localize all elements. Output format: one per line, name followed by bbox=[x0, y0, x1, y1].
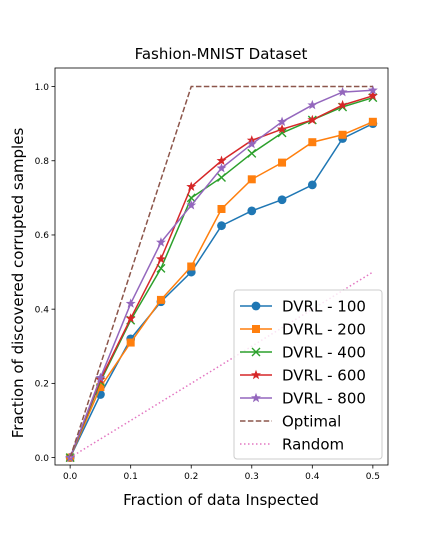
legend-item: DVRL - 400 bbox=[240, 344, 366, 362]
legend-item: DVRL - 600 bbox=[240, 367, 366, 385]
legend-item: DVRL - 200 bbox=[240, 321, 366, 339]
y-axis-title: Fraction of discovered corrupted samples bbox=[9, 128, 27, 439]
y-tick-label: 0.2 bbox=[35, 380, 49, 390]
legend-label: DVRL - 100 bbox=[282, 298, 366, 316]
legend-label: DVRL - 800 bbox=[282, 390, 366, 408]
data-point bbox=[246, 138, 257, 149]
legend-label: DVRL - 400 bbox=[282, 344, 366, 362]
data-point bbox=[217, 204, 226, 213]
data-point bbox=[307, 99, 318, 110]
x-tick-label: 0.0 bbox=[63, 472, 78, 482]
legend: DVRL - 100 DVRL - 200 DVRL - 400 DVRL - 600… bbox=[233, 289, 383, 460]
data-point bbox=[278, 158, 287, 167]
data-point bbox=[125, 313, 136, 323]
data-point bbox=[338, 130, 347, 139]
data-point bbox=[247, 175, 256, 184]
data-point bbox=[308, 138, 317, 147]
x-tick-label: 0.4 bbox=[305, 472, 320, 482]
series-line bbox=[69, 85, 373, 458]
legend-marker bbox=[251, 347, 261, 357]
legend-label: DVRL - 200 bbox=[282, 321, 366, 339]
legend-item: DVRL - 800 bbox=[240, 390, 366, 408]
y-tick-label: 0.4 bbox=[35, 305, 50, 315]
series-1 bbox=[66, 117, 377, 462]
data-point bbox=[126, 338, 135, 347]
legend-label: DVRL - 600 bbox=[282, 367, 366, 385]
legend-item: Random bbox=[240, 436, 344, 454]
legend-marker bbox=[251, 392, 261, 403]
legend-box bbox=[233, 289, 383, 460]
data-point bbox=[337, 99, 348, 110]
x-tick-label: 0.2 bbox=[184, 472, 198, 482]
y-tick-label: 0.0 bbox=[35, 454, 50, 464]
y-axis: 0.0 0.2 0.4 0.6 0.8 1.0 bbox=[35, 83, 55, 464]
legend-item: Optimal bbox=[240, 413, 341, 431]
legend-marker bbox=[251, 369, 261, 380]
x-tick-label: 0.5 bbox=[366, 472, 380, 482]
plot-area bbox=[65, 85, 378, 463]
data-point bbox=[337, 86, 348, 97]
data-point bbox=[186, 181, 197, 191]
legend-label: Optimal bbox=[282, 413, 341, 431]
data-point bbox=[217, 172, 226, 182]
data-point bbox=[156, 237, 166, 247]
data-point bbox=[367, 85, 378, 95]
data-point bbox=[367, 90, 378, 101]
data-point bbox=[277, 195, 287, 205]
legend-marker bbox=[251, 301, 261, 311]
data-point bbox=[216, 162, 227, 173]
y-tick-label: 0.6 bbox=[35, 231, 50, 241]
plot-frame bbox=[54, 67, 389, 466]
x-axis: 0.0 0.1 0.2 0.3 0.4 0.5 bbox=[63, 465, 380, 482]
legend-item: DVRL - 100 bbox=[240, 298, 366, 316]
series-4 bbox=[65, 85, 378, 462]
chart-title: Fashion-MNIST Dataset bbox=[135, 45, 308, 63]
data-point bbox=[368, 117, 377, 126]
y-tick-label: 1.0 bbox=[35, 83, 50, 93]
data-point bbox=[96, 383, 105, 392]
data-point bbox=[156, 253, 166, 264]
data-point bbox=[186, 200, 197, 210]
x-tick-label: 0.1 bbox=[124, 472, 138, 482]
legend-label: Random bbox=[282, 436, 344, 454]
x-tick-label: 0.3 bbox=[245, 472, 259, 482]
data-point bbox=[187, 262, 196, 271]
series-5 bbox=[69, 85, 373, 458]
data-point bbox=[307, 180, 317, 190]
y-tick-label: 0.8 bbox=[35, 157, 50, 167]
data-point bbox=[217, 221, 226, 231]
data-point bbox=[186, 193, 196, 203]
data-point bbox=[247, 206, 257, 216]
data-point bbox=[247, 148, 257, 158]
data-point bbox=[156, 295, 165, 304]
x-axis-title: Fraction of data Inspected bbox=[123, 491, 319, 509]
data-point bbox=[216, 155, 227, 165]
data-point bbox=[277, 116, 287, 127]
data-point bbox=[307, 114, 318, 125]
data-point bbox=[125, 298, 136, 308]
legend-marker bbox=[252, 325, 260, 333]
data-point bbox=[277, 124, 287, 134]
data-point bbox=[95, 372, 106, 383]
